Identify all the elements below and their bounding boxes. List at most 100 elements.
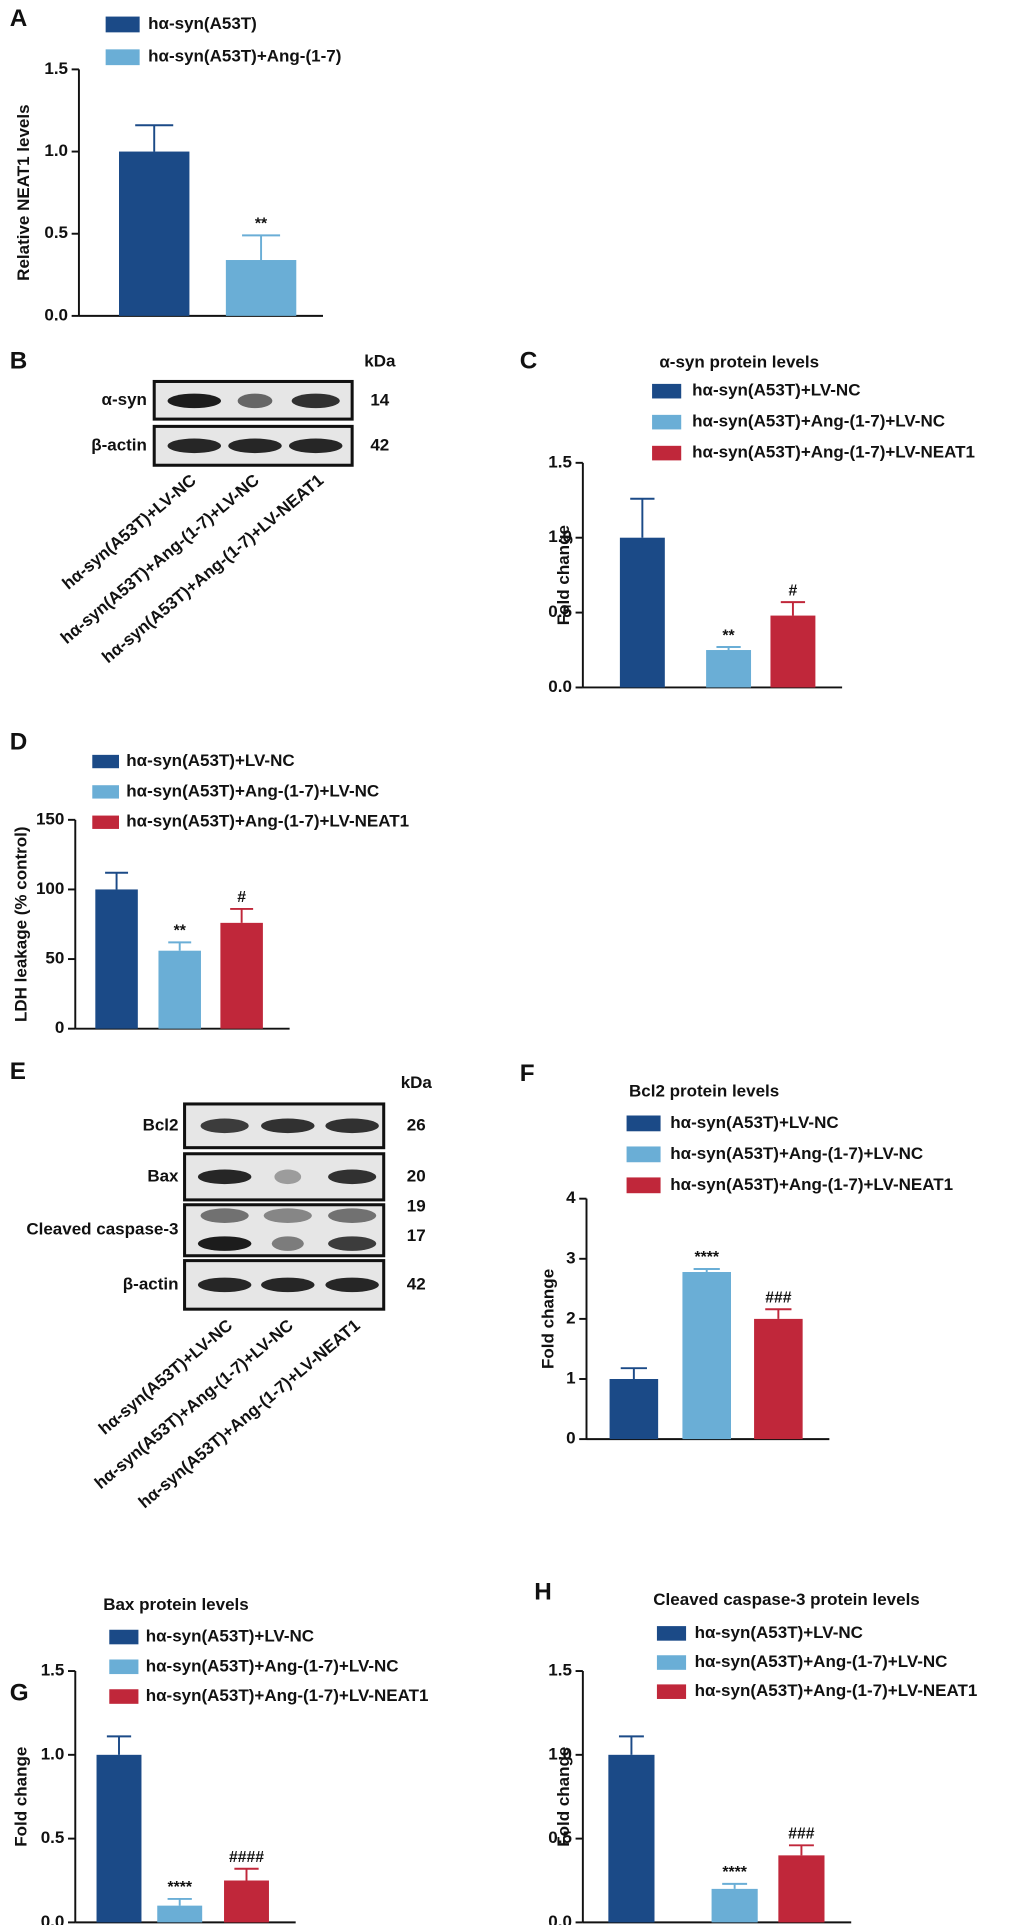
y-tick-label: 3: [566, 1248, 575, 1267]
panel-letter: E: [10, 1058, 26, 1085]
blot-band: [261, 1118, 315, 1134]
kda-label: 17: [407, 1226, 426, 1245]
bar: [119, 151, 190, 316]
y-tick-label: 1.0: [548, 527, 572, 546]
panel-letter: H: [534, 1579, 552, 1606]
y-tick-label: 150: [36, 809, 64, 828]
bar: [619, 537, 665, 688]
significance: ****: [167, 1879, 192, 1896]
y-tick-label: 1.5: [548, 452, 572, 471]
blot-band: [197, 1236, 252, 1251]
legend-label: hα-syn(A53T)+Ang-(1-7): [148, 47, 341, 66]
y-tick-label: 4: [566, 1188, 576, 1207]
bar: [158, 950, 201, 1029]
legend-label: hα-syn(A53T)+LV-NC: [670, 1113, 838, 1132]
significance: **: [174, 923, 187, 940]
legend-swatch: [105, 49, 140, 66]
blot-band: [200, 1208, 249, 1223]
legend-swatch: [109, 1659, 139, 1675]
significance: ###: [788, 1826, 815, 1843]
legend-label: hα-syn(A53T)+LV-NC: [146, 1627, 314, 1646]
y-tick-label: 2: [566, 1308, 575, 1327]
legend-label: hα-syn(A53T)+Ang-(1-7)+LV-NC: [692, 412, 945, 431]
bar: [608, 1754, 655, 1923]
row-label: Cleaved caspase-3: [26, 1220, 178, 1239]
legend-label: hα-syn(A53T)+Ang-(1-7)+LV-NC: [126, 781, 379, 800]
y-tick-label: 0.5: [44, 223, 68, 242]
legend-label: hα-syn(A53T)+Ang-(1-7)+LV-NEAT1: [126, 812, 409, 831]
legend-label: hα-syn(A53T)+LV-NC: [695, 1623, 863, 1642]
significance: **: [255, 216, 268, 233]
bar: [157, 1905, 203, 1923]
y-tick-label: 100: [36, 879, 64, 898]
blot-band: [325, 1118, 379, 1134]
y-axis-label: Fold change: [554, 1747, 573, 1847]
bar: [770, 615, 816, 688]
legend-label: hα-syn(A53T)+Ang-(1-7)+LV-NEAT1: [670, 1175, 953, 1194]
y-axis-label: Fold change: [538, 1269, 557, 1369]
blot-band: [274, 1169, 302, 1185]
kda-label: 42: [370, 435, 389, 454]
chart-title: Bax protein levels: [103, 1595, 249, 1614]
y-tick-label: 1.5: [41, 1661, 65, 1680]
panel-letter: B: [10, 347, 28, 374]
y-tick-label: 1: [566, 1368, 575, 1387]
blot-band: [200, 1118, 249, 1134]
blot-band: [167, 393, 221, 409]
kda-label: 19: [407, 1197, 426, 1216]
y-tick-label: 0.5: [548, 1828, 572, 1847]
y-tick-label: 0.5: [548, 602, 572, 621]
blot-band: [291, 393, 340, 409]
legend-label: hα-syn(A53T)+Ang-(1-7)+LV-NC: [146, 1656, 399, 1675]
panel-letter: A: [10, 5, 28, 32]
kda-label: 20: [407, 1166, 426, 1185]
y-tick-label: 50: [45, 949, 64, 968]
blot-band: [328, 1169, 377, 1185]
bar: [682, 1272, 731, 1440]
blot-band: [261, 1277, 315, 1293]
legend-label: hα-syn(A53T)+Ang-(1-7)+LV-NC: [670, 1144, 923, 1163]
y-tick-label: 1.5: [44, 59, 68, 78]
y-tick-label: 1.5: [548, 1661, 572, 1680]
kda-label: 14: [370, 390, 389, 409]
kda-header: kDa: [401, 1073, 433, 1092]
bar: [224, 1880, 269, 1923]
chart: Dhα-syn(A53T)+LV-NC hα-syn(A53T)+Ang-(1-7…: [10, 729, 409, 1037]
legend-swatch: [652, 445, 682, 461]
kda-label: 26: [407, 1115, 426, 1134]
blot-band: [167, 438, 221, 454]
panel-letter: G: [10, 1680, 29, 1707]
chart-title: Cleaved caspase-3 protein levels: [653, 1590, 919, 1609]
bar: [96, 1754, 142, 1923]
bar: [754, 1318, 803, 1440]
panel-letter: F: [520, 1060, 535, 1087]
y-tick-label: 0: [566, 1429, 575, 1448]
bar: [225, 260, 297, 316]
legend-swatch: [626, 1146, 661, 1163]
bar: [609, 1379, 659, 1440]
legend-swatch: [652, 383, 682, 399]
row-label: Bax: [147, 1166, 179, 1185]
legend-label: hα-syn(A53T)+LV-NC: [692, 381, 860, 400]
significance: #: [789, 582, 798, 599]
y-axis-label: Fold change: [11, 1747, 30, 1847]
legend-swatch: [92, 815, 119, 829]
y-tick-label: 0.0: [44, 305, 68, 324]
kda-header: kDa: [364, 352, 396, 371]
row-label: α-syn: [102, 390, 147, 409]
blot-band: [289, 438, 343, 454]
legend-swatch: [109, 1629, 139, 1645]
chart-title: α-syn protein levels: [659, 353, 819, 372]
legend-swatch: [92, 785, 119, 799]
blot-band: [228, 438, 282, 454]
legend-swatch: [656, 1626, 687, 1641]
y-axis-label: Relative NEAT1 levels: [14, 104, 33, 280]
blot-band: [328, 1208, 377, 1223]
chart-title: Bcl2 protein levels: [629, 1081, 779, 1100]
blot-band: [237, 393, 273, 409]
legend-label: hα-syn(A53T)+LV-NC: [126, 751, 294, 770]
blot-band: [271, 1236, 304, 1251]
panel-letter: D: [10, 729, 28, 756]
